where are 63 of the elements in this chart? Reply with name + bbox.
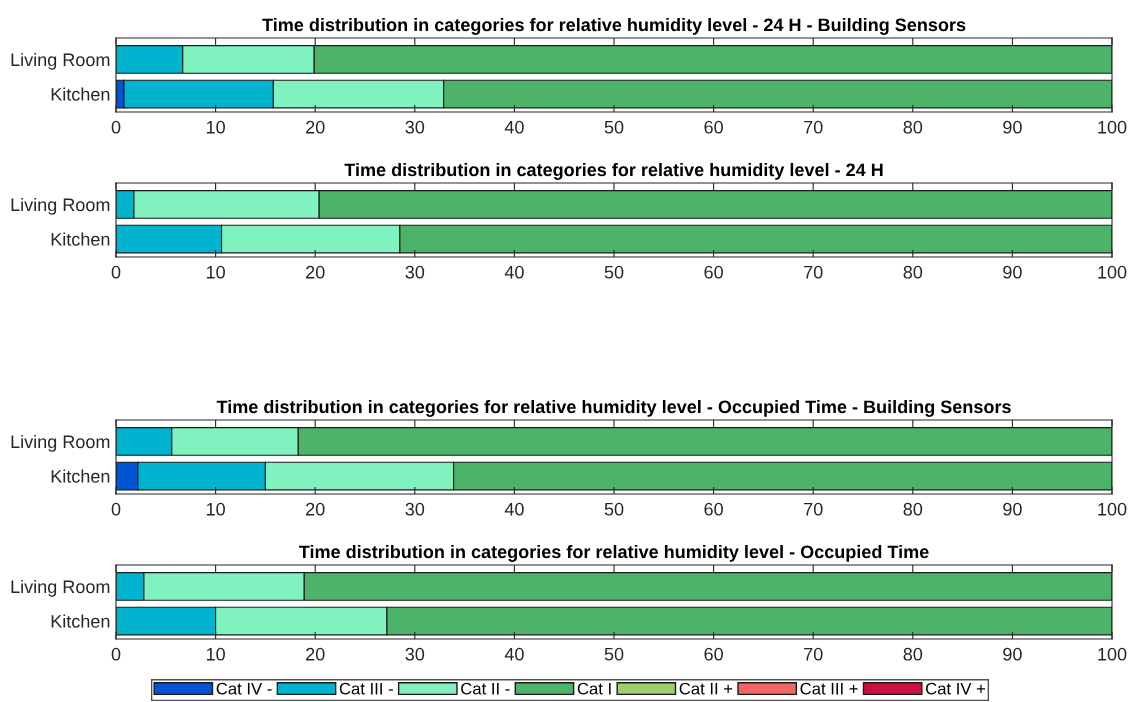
x-tick-label: 90 — [1003, 502, 1022, 516]
x-tick-label: 50 — [604, 502, 624, 516]
x-tick-label: 20 — [306, 502, 325, 516]
x-tick-label: 40 — [504, 647, 524, 661]
x-tick-label: 40 — [504, 120, 524, 134]
x-tick-label: 20 — [306, 120, 325, 134]
x-tick-label: 0 — [111, 502, 121, 516]
x-tick-label: 10 — [206, 120, 225, 134]
x-tick-label: 50 — [604, 647, 624, 661]
x-tick-label: 80 — [903, 265, 923, 279]
x-tick-label: 40 — [504, 265, 524, 279]
x-tick-label: 10 — [206, 265, 225, 279]
x-tick-label: 30 — [405, 265, 425, 279]
x-tick-label: 20 — [306, 647, 325, 661]
x-tick-label: 80 — [903, 647, 923, 661]
x-tick-label: 100 — [1098, 120, 1127, 134]
x-tick-label: 70 — [804, 265, 823, 279]
y-tick-label: Living Room — [11, 52, 110, 70]
legend-label: Cat IV + — [926, 682, 986, 695]
y-tick-label: Living Room — [11, 434, 110, 452]
x-tick-label: 60 — [704, 120, 723, 134]
y-tick-label: Kitchen — [51, 469, 110, 483]
x-tick-label: 0 — [111, 120, 121, 134]
y-tick-label: Kitchen — [51, 87, 110, 101]
legend-label: Cat I — [577, 682, 611, 695]
x-tick-label: 70 — [804, 502, 823, 516]
chart-title: Time distribution in categories for relative humidity level - 24 H — [344, 162, 883, 180]
x-tick-label: 100 — [1098, 502, 1127, 516]
y-tick-label: Kitchen — [51, 614, 110, 628]
y-tick-label: Kitchen — [51, 232, 110, 246]
x-tick-label: 60 — [704, 265, 723, 279]
legend-label: Cat IV - — [216, 682, 272, 695]
x-tick-label: 80 — [903, 502, 923, 516]
x-tick-label: 60 — [704, 502, 723, 516]
x-tick-label: 40 — [504, 502, 524, 516]
x-tick-label: 30 — [405, 120, 425, 134]
x-tick-label: 50 — [604, 265, 624, 279]
x-tick-label: 100 — [1098, 265, 1127, 279]
x-tick-label: 10 — [206, 502, 225, 516]
x-tick-label: 20 — [306, 265, 325, 279]
y-tick-label: Living Room — [11, 197, 110, 215]
x-tick-label: 10 — [206, 647, 225, 661]
x-tick-label: 0 — [111, 647, 121, 661]
x-tick-label: 90 — [1003, 647, 1022, 661]
x-tick-label: 70 — [804, 120, 823, 134]
x-tick-label: 100 — [1098, 647, 1127, 661]
x-tick-label: 80 — [903, 120, 923, 134]
x-tick-label: 0 — [111, 265, 121, 279]
chart-title: Time distribution in categories for relative humidity level - 24 H - Building Sensors — [262, 17, 966, 35]
legend-label: Cat III - — [339, 682, 393, 695]
x-tick-label: 30 — [405, 647, 425, 661]
y-tick-label: Living Room — [11, 579, 110, 597]
x-tick-label: 60 — [704, 647, 723, 661]
x-tick-label: 50 — [604, 120, 624, 134]
x-tick-label: 70 — [804, 647, 823, 661]
legend-label: Cat III + — [800, 682, 858, 695]
chart-title: Time distribution in categories for relative humidity level - Occupied Time — [299, 544, 929, 562]
x-tick-label: 90 — [1003, 265, 1022, 279]
chart-title: Time distribution in categories for relative humidity level - Occupied Time - Building Sensors — [216, 399, 1011, 417]
x-tick-label: 30 — [405, 502, 425, 516]
legend-label: Cat II + — [679, 682, 733, 695]
legend-label: Cat II - — [461, 682, 510, 695]
x-tick-label: 90 — [1003, 120, 1022, 134]
